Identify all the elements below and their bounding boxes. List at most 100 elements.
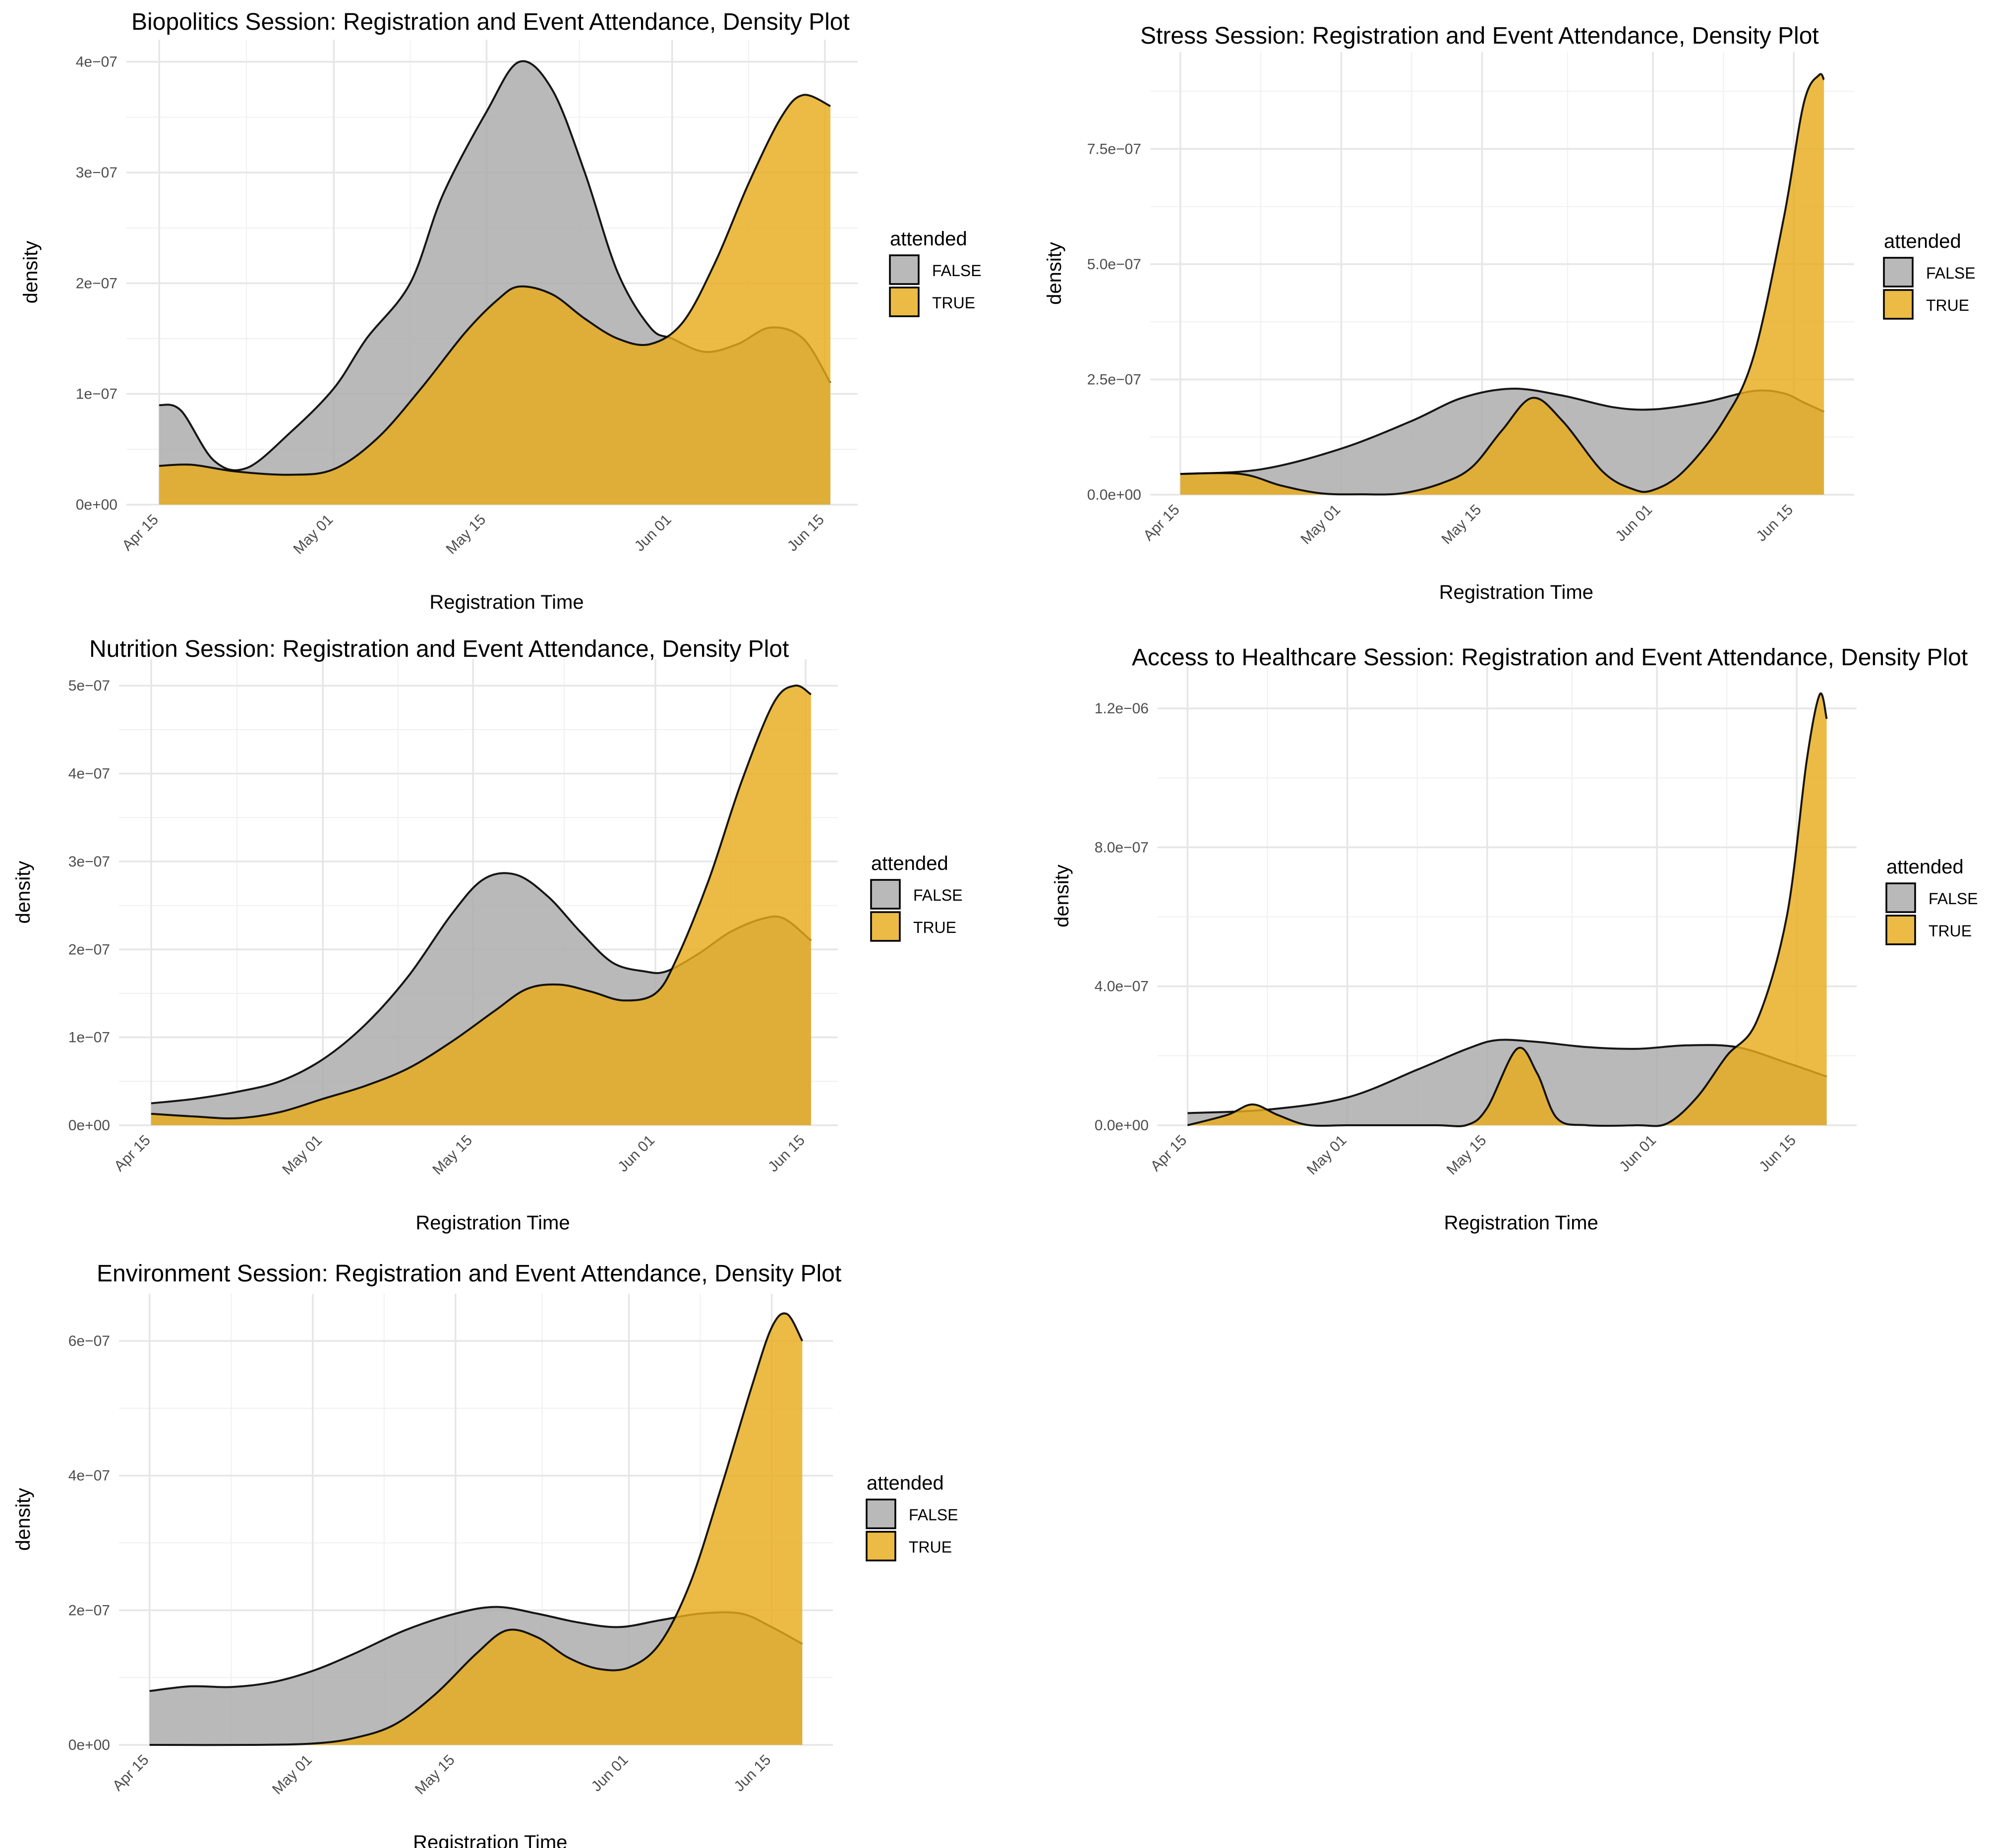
legend-label-false: FALSE: [932, 262, 982, 280]
x-axis-label: Registration Time: [413, 1832, 567, 1848]
y-tick-label: 2.5e−07: [1087, 371, 1141, 388]
x-tick-label: Apr 15: [111, 1132, 154, 1175]
x-tick-label: Jun 01: [588, 1752, 631, 1795]
x-axis-label: Registration Time: [415, 1212, 570, 1234]
x-tick-label: May 01: [279, 1132, 325, 1178]
x-tick-label: May 15: [1444, 1132, 1490, 1178]
x-tick-label: May 15: [443, 512, 489, 558]
chart-title: Environment Session: Registration and Ev…: [97, 1261, 841, 1287]
density-line-true: [1180, 73, 1825, 496]
y-tick-label: 0.0e+00: [1087, 487, 1141, 503]
x-tick-label: Jun 01: [1612, 502, 1655, 545]
legend-key-false: [870, 879, 901, 910]
y-axis-label: density: [20, 241, 42, 304]
x-axis-label: Registration Time: [1439, 581, 1593, 603]
y-tick-label: 4e−07: [76, 54, 117, 70]
legend-key-false: [866, 1499, 896, 1529]
density-area-true: [159, 95, 830, 505]
chart-panel-4: 0.0e+00 4.0e−07 8.0e−07 1.2e−06 Apr 15 May 01…: [1051, 644, 1978, 1234]
y-tick-label: 5e−07: [68, 678, 110, 694]
chart-panel-3: 0e+00 1e−07 2e−07 3e−07 4e−07 5e−07 Apr 15 May …: [12, 636, 963, 1234]
legend-key-true: [1885, 915, 1916, 945]
y-tick-label: 0e+00: [68, 1117, 110, 1134]
x-tick-label: Apr 15: [119, 512, 162, 554]
y-tick-label: 8.0e−07: [1095, 839, 1149, 856]
legend-label-true: TRUE: [913, 919, 956, 936]
chart-panel-5: 0e+00 2e−07 4e−07 6e−07 Apr 15 May 01 May 15 Ju…: [12, 1261, 958, 1848]
y-tick-label: 4.0e−07: [1095, 979, 1149, 995]
legend-key-false: [889, 254, 920, 285]
y-tick-label: 4e−07: [68, 1468, 110, 1484]
chart-panel-1: 0e+00 1e−07 2e−07 3e−07 4e−07 Apr 15 May 01 May…: [20, 9, 982, 613]
x-tick-label: May 15: [1438, 502, 1484, 548]
chart-panel-2: 0.0e+00 2.5e−07 5.0e−07 7.5e−07 Apr 15 May 01…: [1044, 23, 1976, 603]
y-tick-label: 6e−07: [68, 1333, 110, 1349]
x-tick-label: Jun 15: [1756, 1132, 1799, 1175]
y-tick-label: 1.2e−06: [1095, 700, 1149, 717]
legend: attended FALSE TRUE: [1885, 856, 1978, 945]
x-tick-label: Jun 15: [765, 1132, 808, 1175]
density-area-true: [1180, 74, 1824, 495]
y-axis-label: density: [12, 861, 34, 924]
x-tick-label: Jun 15: [1753, 502, 1796, 545]
x-axis-label: Registration Time: [1444, 1212, 1598, 1234]
legend-key-true: [866, 1531, 896, 1561]
legend-key-true: [1883, 289, 1914, 320]
y-tick-label: 5.0e−07: [1087, 256, 1141, 273]
x-tick-label: May 01: [290, 512, 336, 558]
legend-label-false: FALSE: [1926, 264, 1976, 282]
x-tick-label: Apr 15: [1140, 502, 1183, 544]
density-area-true: [149, 1313, 803, 1745]
legend-key-false: [1885, 882, 1916, 913]
density-line-true: [151, 685, 812, 1120]
legend-label-false: FALSE: [913, 886, 963, 904]
density-area-true: [1187, 693, 1827, 1127]
y-tick-label: 2e−07: [68, 941, 110, 958]
legend-title: attended: [1884, 231, 1961, 252]
x-tick-label: May 15: [412, 1752, 458, 1798]
legend-label-true: TRUE: [1926, 296, 1969, 314]
chart-title: Nutrition Session: Registration and Even…: [89, 636, 789, 662]
y-tick-label: 3e−07: [68, 854, 110, 870]
y-tick-label: 0.0e+00: [1095, 1117, 1149, 1134]
x-tick-label: Jun 15: [731, 1752, 774, 1795]
density-line-true: [159, 94, 831, 476]
density-area-true: [151, 685, 811, 1125]
density-line-true: [1187, 692, 1828, 1128]
chart-title: Stress Session: Registration and Event A…: [1140, 23, 1819, 49]
y-tick-label: 1e−07: [76, 386, 117, 403]
y-tick-label: 3e−07: [76, 165, 117, 181]
x-tick-label: Apr 15: [110, 1752, 152, 1794]
x-axis-label: Registration Time: [429, 591, 584, 613]
density-line-true: [149, 1312, 804, 1746]
legend-label-false: FALSE: [909, 1506, 958, 1524]
legend-title: attended: [867, 1472, 944, 1494]
y-axis-label: density: [12, 1488, 34, 1551]
legend: attended FALSE TRUE: [866, 1472, 958, 1561]
y-axis-label: density: [1044, 242, 1065, 305]
legend-label-true: TRUE: [932, 294, 975, 312]
legend: attended FALSE TRUE: [870, 853, 963, 942]
x-tick-label: Jun 01: [1616, 1132, 1659, 1175]
x-tick-label: Apr 15: [1148, 1132, 1190, 1175]
legend: attended FALSE TRUE: [889, 228, 982, 317]
legend-key-true: [870, 911, 901, 942]
x-tick-label: Jun 01: [632, 512, 675, 555]
y-tick-label: 2e−07: [76, 275, 117, 291]
x-tick-label: May 01: [269, 1752, 315, 1798]
y-tick-label: 0e+00: [76, 497, 117, 513]
legend: attended FALSE TRUE: [1883, 231, 1976, 320]
legend-label-false: FALSE: [1929, 890, 1978, 908]
y-tick-label: 7.5e−07: [1087, 141, 1141, 157]
x-tick-label: May 01: [1297, 502, 1344, 548]
legend-key-false: [1883, 257, 1914, 288]
y-tick-label: 4e−07: [68, 766, 110, 782]
x-tick-label: Jun 01: [615, 1132, 658, 1175]
legend-label-true: TRUE: [1929, 922, 1972, 940]
legend-title: attended: [871, 853, 948, 874]
x-tick-label: May 01: [1304, 1132, 1350, 1178]
legend-key-true: [889, 287, 920, 317]
x-tick-label: May 15: [429, 1132, 475, 1178]
chart-title: Access to Healthcare Session: Registrati…: [1132, 644, 1968, 671]
